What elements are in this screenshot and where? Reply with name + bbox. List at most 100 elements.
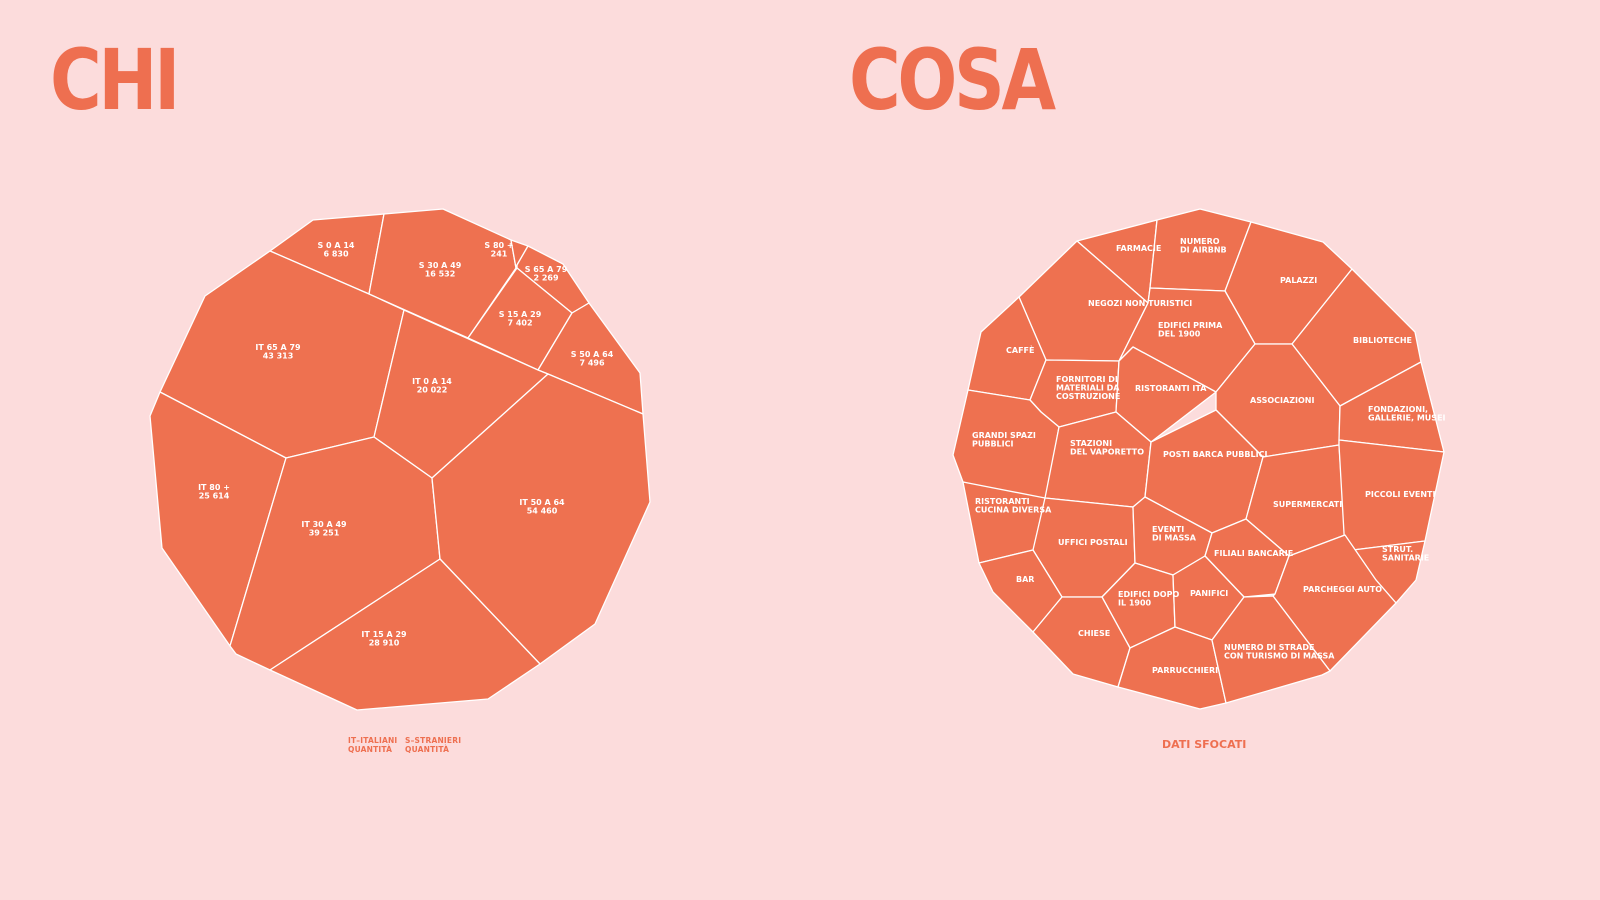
chi-label-line: S 30 A 49	[419, 261, 462, 270]
cosa-label-line: SUPERMERCATI	[1273, 500, 1342, 509]
cosa-label-supermercati: SUPERMERCATI	[1273, 500, 1342, 509]
cosa-label-line: DI MASSA	[1152, 534, 1197, 543]
cosa-label-line: GALLERIE, MUSEI	[1368, 414, 1446, 423]
cosa-label-line: DEL 1900	[1158, 330, 1201, 339]
cosa-label-line: PALAZZI	[1280, 276, 1317, 285]
chi-label-it-30-49: IT 30 A 49 39 251	[301, 520, 347, 538]
chi-label-line: 7 496	[579, 359, 604, 368]
cosa-label-line: GRANDI SPAZI	[972, 431, 1036, 440]
cosa-label-line: EDIFICI PRIMA	[1158, 321, 1223, 330]
legend-italiani-line2: QUANTITÀ	[348, 745, 393, 754]
cosa-label-fornitori: FORNITORI DI MATERIALI DA COSTRUZIONE	[1056, 375, 1120, 401]
cosa-label-filiali: FILIALI BANCARIE	[1214, 549, 1293, 558]
cosa-label-line: CAFFÈ	[1006, 344, 1034, 355]
cosa-label-line: FORNITORI DI	[1056, 375, 1118, 384]
chi-label-s-65-79: S 65 A 79 2 269	[525, 265, 568, 283]
cosa-cell-ristoranti-ita	[1115, 346, 1217, 443]
cosa-label-line: UFFICI POSTALI	[1058, 538, 1128, 547]
cosa-label-line: PARRUCCHIERI	[1152, 666, 1218, 675]
chi-label-line: 241	[491, 250, 508, 259]
chi-label-line: 28 910	[369, 639, 400, 648]
cosa-label-line: PUBBLICI	[972, 440, 1014, 449]
cosa-label-line: POSTI BARCA PUBBLICI	[1163, 450, 1267, 459]
cosa-label-parcheggi: PARCHEGGI AUTO	[1303, 585, 1382, 594]
cosa-label-line: ASSOCIAZIONI	[1250, 396, 1314, 405]
cosa-label-palazzi: PALAZZI	[1280, 276, 1317, 285]
cosa-label-negozi: NEGOZI NON TURISTICI	[1088, 299, 1192, 308]
cosa-label-strut-sanitarie: STRUT. SANITARIE	[1382, 545, 1429, 563]
chi-label-line: 25 614	[199, 492, 230, 501]
cosa-label-line: IL 1900	[1118, 599, 1152, 608]
cosa-label-edifici-dopo: EDIFICI DOPO IL 1900	[1118, 590, 1179, 608]
cosa-label-caffe: CAFFÈ	[1006, 344, 1034, 355]
chi-label-line: IT 0 A 14	[412, 377, 452, 386]
cosa-label-line: MATERIALI DA	[1056, 384, 1120, 393]
chi-label-s-30-49: S 30 A 49 16 532	[419, 261, 462, 279]
cosa-label-strade-turismo: NUMERO DI STRADE CON TURISMO DI MASSA	[1224, 643, 1335, 661]
cosa-label-line: PICCOLI EVENTI	[1365, 490, 1436, 499]
cosa-label-line: NUMERO DI STRADE	[1224, 643, 1314, 652]
cosa-label-associazioni: ASSOCIAZIONI	[1250, 396, 1314, 405]
cosa-label-line: EDIFICI DOPO	[1118, 590, 1179, 599]
legend-stranieri: S–STRANIERI QUANTITÀ	[405, 736, 461, 754]
chi-label-line: 39 251	[309, 529, 340, 538]
chi-label-it-15-29: IT 15 A 29 28 910	[361, 630, 407, 648]
chi-cell-it-15-29	[269, 558, 541, 711]
chi-label-line: IT 15 A 29	[361, 630, 407, 639]
cosa-label-line: DI AIRBNB	[1180, 246, 1227, 255]
cosa-label-edifici-prima: EDIFICI PRIMA DEL 1900	[1158, 321, 1223, 339]
cosa-label-line: NEGOZI NON TURISTICI	[1088, 299, 1192, 308]
cosa-label-line: FILIALI BANCARIE	[1214, 549, 1293, 558]
chi-label-it-50-64: IT 50 A 64 54 460	[519, 498, 565, 516]
cosa-label-line: NUMERO	[1180, 237, 1220, 246]
cosa-label-line: SANITARIE	[1382, 554, 1429, 563]
chi-label-s-80: S 80 +241	[484, 241, 513, 259]
cosa-label-panifici: PANIFICI	[1190, 589, 1228, 598]
cosa-label-line: STRUT.	[1382, 545, 1413, 554]
cosa-label-chiese: CHIESE	[1078, 629, 1110, 638]
cosa-label-posti-barca: POSTI BARCA PUBBLICI	[1163, 450, 1267, 459]
chi-label-line: S 50 A 64	[571, 350, 614, 359]
legend-stranieri-line2: QUANTITÀ	[405, 745, 450, 754]
cosa-label-line: FARMACIE	[1116, 244, 1161, 253]
legend-italiani: IT–ITALIANI QUANTITÀ	[348, 736, 397, 754]
cosa-label-line: CHIESE	[1078, 629, 1110, 638]
cosa-label-ristoranti-diversa: RISTORANTI CUCINA DIVERSA	[975, 497, 1052, 515]
cosa-label-line: BAR	[1016, 575, 1034, 584]
cosa-label-grandi-spazi: GRANDI SPAZI PUBBLICI	[972, 431, 1036, 449]
cosa-label-bar: BAR	[1016, 575, 1034, 584]
chi-label-line: 2 269	[533, 274, 558, 283]
cosa-label-biblioteche: BIBLIOTECHE	[1353, 336, 1412, 345]
footnote-dati-sfocati: DATI SFOCATI	[1162, 738, 1247, 751]
cosa-label-fondazioni: FONDAZIONI, GALLERIE, MUSEI	[1368, 405, 1446, 423]
cosa-label-uffici-postali: UFFICI POSTALI	[1058, 538, 1128, 547]
chi-label-s-15-29: S 15 A 29 7 402	[499, 310, 542, 328]
chi-label-line: S 15 A 29	[499, 310, 542, 319]
cosa-label-farmacie: FARMACIE	[1116, 244, 1161, 253]
chi-label-s-50-64: S 50 A 64 7 496	[571, 350, 614, 368]
cosa-title: COSA	[849, 31, 1056, 129]
cosa-label-line: CON TURISMO DI MASSA	[1224, 652, 1335, 661]
chi-label-line: 7 402	[507, 319, 532, 328]
chi-label-line: IT 65 A 79	[255, 343, 301, 352]
legend-italiani-line1: IT–ITALIANI	[348, 736, 398, 745]
chi-label-line: 54 460	[527, 507, 558, 516]
chi-label-line: S 0 A 14	[317, 241, 354, 250]
cosa-cell-strade-turismo	[1211, 595, 1331, 704]
cosa-label-line: RISTORANTI	[975, 497, 1030, 506]
cosa-label-line: FONDAZIONI,	[1368, 405, 1428, 414]
cosa-label-line: PARCHEGGI AUTO	[1303, 585, 1382, 594]
chi-label-it-80: IT 80 +25 614	[198, 483, 230, 501]
cosa-label-ristoranti-ita: RISTORANTI ITA	[1135, 384, 1207, 393]
cosa-label-piccoli-eventi: PICCOLI EVENTI	[1365, 490, 1436, 499]
chi-label-it-65-79: IT 65 A 79 43 313	[255, 343, 301, 361]
cosa-label-line: DEL VAPORETTO	[1070, 448, 1144, 457]
cosa-label-parrucchieri: PARRUCCHIERI	[1152, 666, 1218, 675]
chi-label-line: 20 022	[417, 386, 448, 395]
chi-label-line: IT 50 A 64	[519, 498, 565, 507]
chi-label-line: S 80 +	[484, 241, 513, 250]
chi-label-it-0-14: IT 0 A 14 20 022	[412, 377, 452, 395]
